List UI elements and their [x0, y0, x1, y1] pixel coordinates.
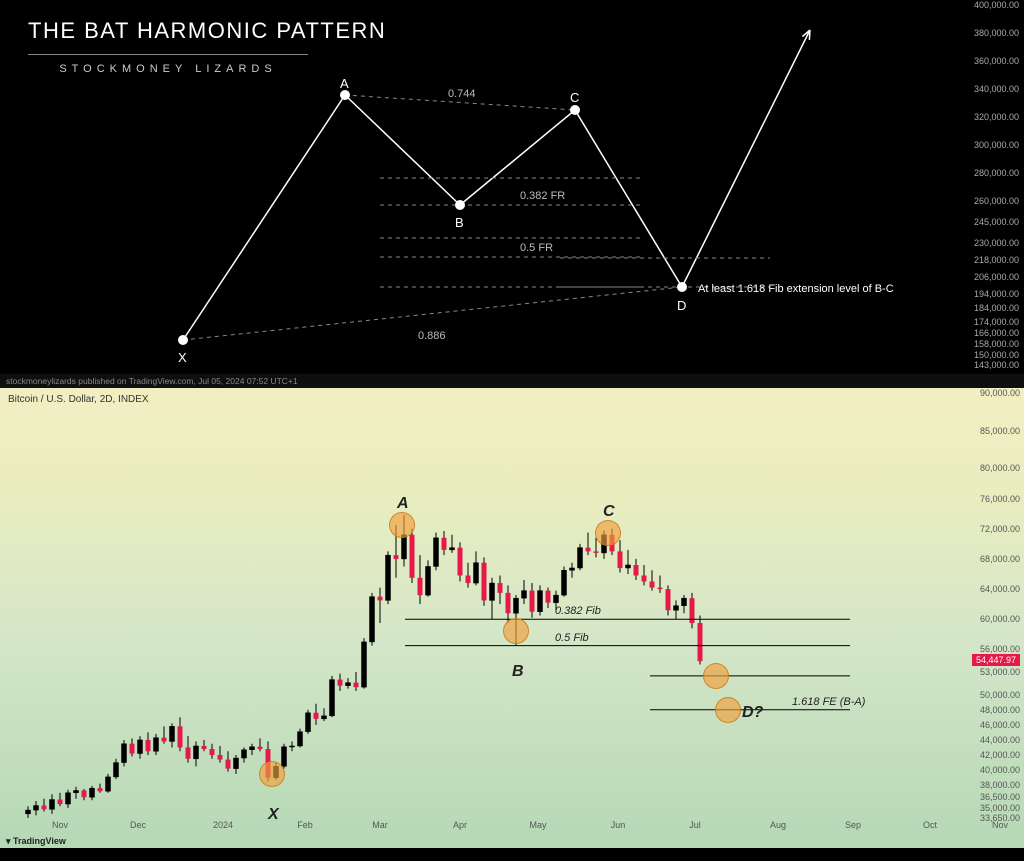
btm-xtick: May: [529, 820, 546, 830]
current-price-tag: 54,447.97: [972, 654, 1020, 666]
tradingview-logo: ▾ TradingView: [6, 836, 66, 847]
pattern-circle-C: [595, 520, 621, 546]
btm-ytick: 36,500.00: [970, 792, 1020, 802]
btm-xtick: Oct: [923, 820, 937, 830]
point-label-D: D?: [742, 704, 763, 722]
pattern-circle-A: [389, 512, 415, 538]
btm-ytick: 68,000.00: [970, 554, 1020, 564]
point-label-A: A: [397, 495, 409, 513]
btm-ytick: 85,000.00: [970, 426, 1020, 436]
btm-ytick: 53,000.00: [970, 667, 1020, 677]
btm-xtick: Feb: [297, 820, 313, 830]
ratio-label-1: 0.886: [418, 330, 446, 342]
pattern-point-B: B: [455, 215, 464, 230]
top-ytick: 360,000.00: [964, 56, 1019, 66]
btm-ytick: 48,000.00: [970, 705, 1020, 715]
bottom-panel: Bitcoin / U.S. Dollar, 2D, INDEX 90,000.…: [0, 388, 1024, 848]
btm-ytick: 56,000.00: [970, 644, 1020, 654]
bottom-xaxis: Nov Dec 2024 Feb Mar Apr May Jun Jul Aug Sep Oct Nov: [0, 820, 1024, 834]
btm-ytick: 76,000.00: [970, 494, 1020, 504]
pattern-point-D: D: [677, 298, 686, 313]
btm-xtick: Apr: [453, 820, 467, 830]
source-bar: stockmoneylizards published on TradingVi…: [0, 374, 1024, 388]
btm-ytick: 64,000.00: [970, 584, 1020, 594]
btm-ytick: 50,000.00: [970, 690, 1020, 700]
top-ytick: 245,000.00: [964, 217, 1019, 227]
btm-ytick: 40,000.00: [970, 765, 1020, 775]
top-ytick: 230,000.00: [964, 238, 1019, 248]
top-ytick: 320,000.00: [964, 112, 1019, 122]
btm-xtick: Mar: [372, 820, 388, 830]
top-yaxis: 400,000.00 380,000.00 360,000.00 340,000.00…: [964, 0, 1019, 375]
btm-xtick: Jun: [611, 820, 626, 830]
top-ytick: 150,000.00: [964, 350, 1019, 360]
btm-ytick: 44,000.00: [970, 735, 1020, 745]
btm-xtick: Sep: [845, 820, 861, 830]
top-ytick: 218,000.00: [964, 255, 1019, 265]
fib-line-label-3: 1.618 FE (B-A): [792, 696, 865, 708]
instrument-info: Bitcoin / U.S. Dollar, 2D, INDEX: [8, 394, 149, 405]
btm-ytick: 46,000.00: [970, 720, 1020, 730]
bottom-yaxis: 90,000.00 85,000.00 80,000.00 76,000.00 72,0…: [970, 388, 1020, 818]
btm-ytick: 80,000.00: [970, 463, 1020, 473]
top-ytick: 340,000.00: [964, 84, 1019, 94]
btm-ytick: 42,000.00: [970, 750, 1020, 760]
pattern-point-X: X: [178, 350, 187, 365]
pattern-circle-X: [259, 761, 285, 787]
pattern-circle-D?: [715, 697, 741, 723]
top-ytick: 400,000.00: [964, 0, 1019, 10]
extension-note: At least 1.618 Fib extension level of B-…: [698, 283, 894, 295]
top-ytick: 280,000.00: [964, 168, 1019, 178]
pattern-circle-B: [503, 618, 529, 644]
top-ytick: 143,000.00: [964, 360, 1019, 370]
top-panel: THE BAT HARMONIC PATTERN STOCKMONEY LIZA…: [0, 0, 1024, 388]
top-ytick: 184,000.00: [964, 303, 1019, 313]
btm-ytick: 90,000.00: [970, 388, 1020, 398]
pattern-point-C: C: [570, 90, 579, 105]
btm-ytick: 72,000.00: [970, 524, 1020, 534]
top-ytick: 166,000.00: [964, 328, 1019, 338]
point-label-B: B: [512, 663, 524, 681]
fib-zone-label-1: 0.5 FR: [520, 242, 553, 254]
container: THE BAT HARMONIC PATTERN STOCKMONEY LIZA…: [0, 0, 1024, 861]
pattern-circle-4: [703, 663, 729, 689]
btm-xtick: Nov: [52, 820, 68, 830]
top-ytick: 174,000.00: [964, 317, 1019, 327]
top-ytick: 158,000.00: [964, 339, 1019, 349]
fib-zone-label-0: 0.382 FR: [520, 190, 565, 202]
point-label-C: C: [603, 503, 615, 521]
btm-xtick: Dec: [130, 820, 146, 830]
btm-ytick: 35,000.00: [970, 803, 1020, 813]
top-ytick: 194,000.00: [964, 289, 1019, 299]
fib-line-label-0: 0.382 Fib: [555, 605, 601, 617]
pattern-svg: [0, 0, 1024, 375]
ratio-label-0: 0.744: [448, 88, 476, 100]
btm-xtick: Jul: [689, 820, 701, 830]
btm-ytick: 38,000.00: [970, 780, 1020, 790]
btm-ytick: 60,000.00: [970, 614, 1020, 624]
point-label-X: X: [268, 806, 279, 824]
pattern-point-A: A: [340, 76, 349, 91]
top-ytick: 206,000.00: [964, 272, 1019, 282]
top-ytick: 380,000.00: [964, 28, 1019, 38]
btm-xtick: Nov: [992, 820, 1008, 830]
fib-line-label-1: 0.5 Fib: [555, 632, 589, 644]
top-ytick: 260,000.00: [964, 196, 1019, 206]
top-ytick: 300,000.00: [964, 140, 1019, 150]
btm-xtick: Aug: [770, 820, 786, 830]
btm-xtick: 2024: [213, 820, 233, 830]
